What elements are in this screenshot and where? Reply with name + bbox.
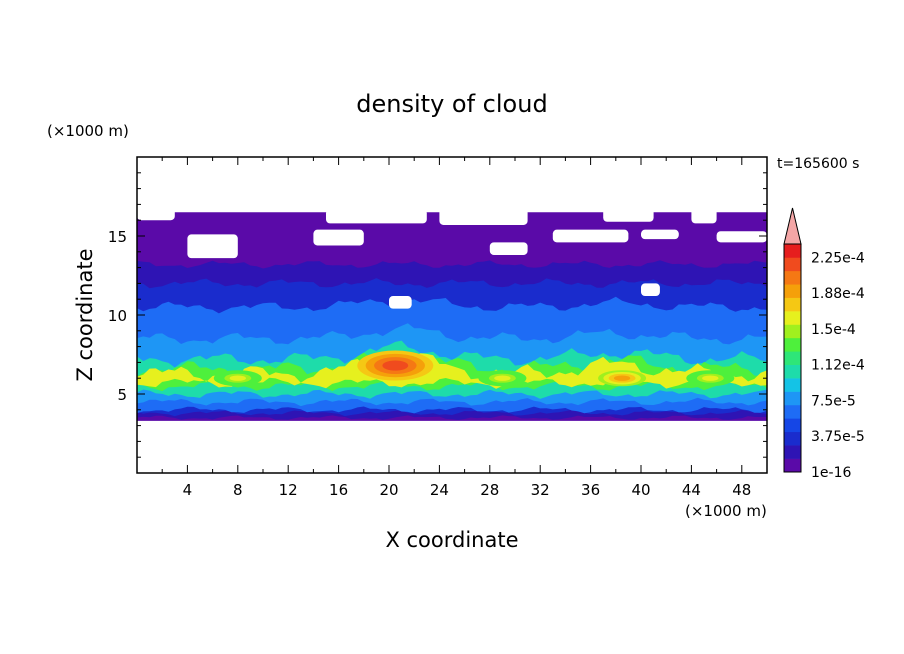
colorbar-segment xyxy=(784,364,801,379)
cloud-gap-8 xyxy=(603,205,654,222)
colorbar-label: 3.75e-5 xyxy=(811,429,865,445)
maximum-blob-1-3 xyxy=(613,375,631,381)
cloud-gap-9 xyxy=(691,205,717,224)
x-tick-label: 40 xyxy=(631,481,650,499)
colorbar-segment xyxy=(784,445,801,459)
x-unit-label: (×1000 m) xyxy=(685,502,767,520)
colorbar-label: 1e-16 xyxy=(811,465,851,481)
y-tick-label: 15 xyxy=(108,228,127,246)
colorbar-segment xyxy=(784,378,801,392)
cloud-gap-4 xyxy=(641,229,679,240)
cloud-gap-0 xyxy=(187,234,238,259)
colorbar-segment xyxy=(784,270,801,285)
x-tick-label: 28 xyxy=(480,481,499,499)
x-tick-label: 8 xyxy=(233,481,243,499)
maximum-blob-0-3 xyxy=(382,360,409,371)
colorbar-segment xyxy=(784,324,801,339)
colorbar-segment xyxy=(784,404,801,419)
y-tick-label: 5 xyxy=(117,386,127,404)
cloud-gap-1 xyxy=(313,229,364,246)
cloud-gap-2 xyxy=(489,242,528,255)
x-tick-label: 48 xyxy=(732,481,751,499)
time-label: t=165600 s xyxy=(777,156,859,172)
x-tick-label: 44 xyxy=(682,481,701,499)
x-tick-label: 20 xyxy=(379,481,398,499)
contour-field xyxy=(137,205,767,421)
colorbar-segment xyxy=(784,337,801,352)
y-axis-label: Z coordinate xyxy=(73,248,97,381)
x-tick-label: 36 xyxy=(581,481,600,499)
cloud-gap-7 xyxy=(439,207,528,225)
colorbar-segment xyxy=(784,391,801,406)
y-tick-label: 10 xyxy=(108,307,127,325)
colorbar-segment xyxy=(784,351,801,366)
maximum-blob-3-3 xyxy=(494,375,511,381)
colorbar-frame xyxy=(783,243,802,473)
cloud-gap-10 xyxy=(137,207,175,221)
plot-frame xyxy=(136,156,768,474)
x-tick-label: 12 xyxy=(279,481,298,499)
colorbar-label: 1.88e-4 xyxy=(811,286,865,302)
colorbar-segment xyxy=(784,458,801,473)
maximum-blob-4-3 xyxy=(702,375,719,381)
colorbar-extend-arrow xyxy=(783,207,802,245)
cloud-gap-6 xyxy=(326,209,427,224)
colorbar-segment xyxy=(784,418,801,433)
colorbar-segment xyxy=(784,431,801,446)
colorbar-segment xyxy=(784,284,801,298)
cloud-gap-12 xyxy=(389,296,412,309)
x-axis-label: X coordinate xyxy=(385,528,518,552)
cloud-gap-5 xyxy=(716,231,767,243)
x-tick-label: 32 xyxy=(531,481,550,499)
colorbar-segment xyxy=(784,257,801,272)
colorbar-segment xyxy=(784,297,801,312)
maximum-blob-2-3 xyxy=(229,375,246,381)
colorbar-segment xyxy=(784,311,801,325)
colorbar-label: 1.12e-4 xyxy=(811,358,865,374)
x-tick-label: 4 xyxy=(183,481,193,499)
colorbar-label: 1.5e-4 xyxy=(811,322,856,338)
colorbar: 1e-16 3.75e-5 7.5e-5 1.12e-4 1.5e-4 1.88e-4 2.… xyxy=(783,207,865,481)
cloud-gap-11 xyxy=(641,283,660,297)
cloud-gap-3 xyxy=(552,229,629,243)
x-tick-label: 16 xyxy=(329,481,348,499)
colorbar-segment xyxy=(784,244,801,258)
y-unit-label: (×1000 m) xyxy=(47,122,129,140)
colorbar-label: 7.5e-5 xyxy=(811,393,856,409)
x-tick-label: 24 xyxy=(430,481,449,499)
chart-title: density of cloud xyxy=(356,90,547,118)
colorbar-label: 2.25e-4 xyxy=(811,250,865,266)
